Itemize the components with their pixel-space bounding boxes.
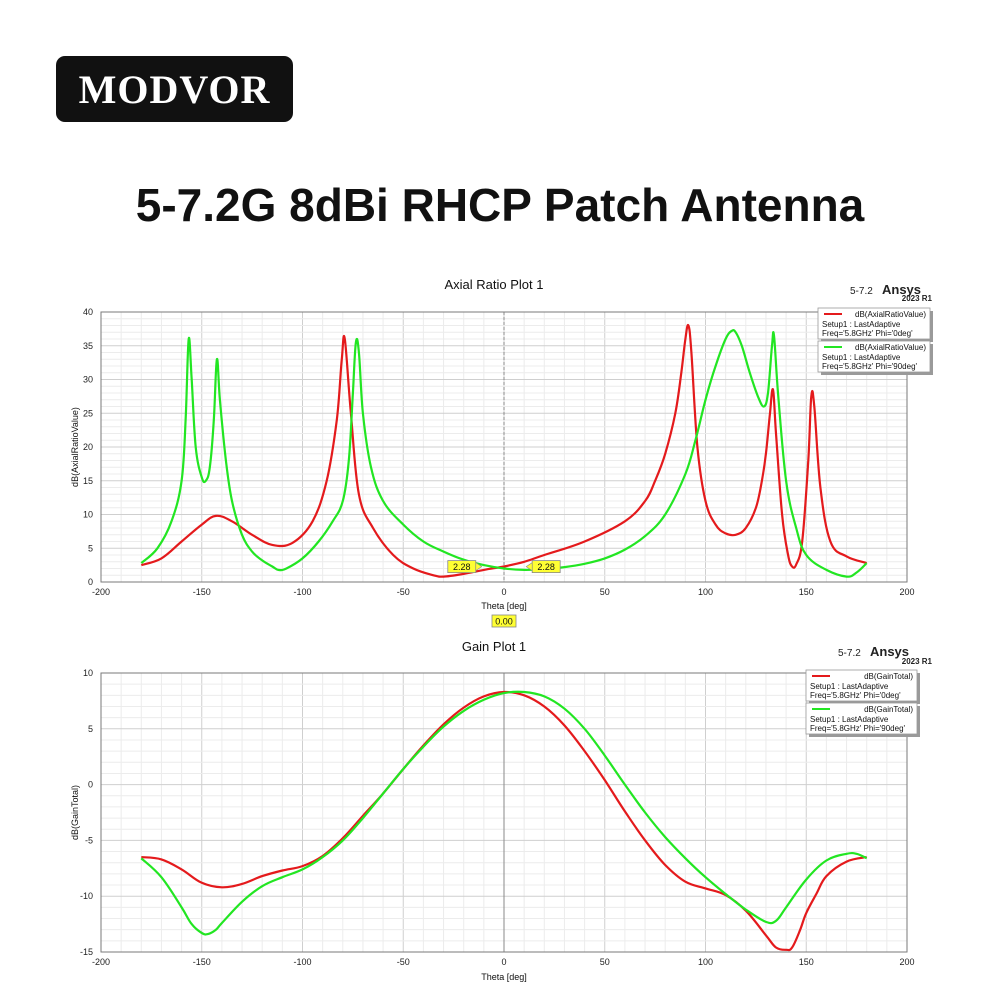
x-tick-label: -200 [92,587,110,597]
legend-series-name: dB(GainTotal) [864,672,913,681]
x-tick-label: 200 [899,587,914,597]
legend-series-name: dB(AxialRatioValue) [855,343,926,352]
page-title: 5-7.2G 8dBi RHCP Patch Antenna [135,179,865,231]
x-tick-label: -150 [193,957,211,967]
cursor-box [491,614,517,628]
y-axis-label: dB(GainTotal) [70,785,80,840]
x-tick-label: 0 [501,587,506,597]
brand-logo-text: MODVOR [78,66,271,112]
y-tick-label: 5 [88,724,93,734]
version-label: 5-7.2 [838,648,861,659]
x-axis-label: Theta [deg] [481,972,527,982]
y-tick-label: 20 [83,442,93,452]
y-tick-label: 35 [83,341,93,351]
legend-setup: Setup1 : LastAdaptive [822,353,901,362]
marker-pointer [525,562,533,572]
legend-setup: Setup1 : LastAdaptive [822,320,901,329]
marker-label: 2.28 [537,562,555,572]
legend-freq: Freq='5.8GHz' Phi='90deg' [810,724,906,733]
legend: dB(GainTotal)Setup1 : LastAdaptiveFreq='… [805,669,920,737]
y-tick-label: 0 [88,577,93,587]
legend-setup: Setup1 : LastAdaptive [810,715,889,724]
series-line-phi0 [140,323,868,578]
chart-title: Gain Plot 1 [462,639,526,654]
legend-freq: Freq='5.8GHz' Phi='90deg' [822,362,918,371]
cursor-label: 0.00 [495,617,513,627]
x-axis-label: Theta [deg] [481,601,527,611]
x-tick-label: -50 [397,587,410,597]
ansys-label: Ansys [870,644,909,659]
y-tick-label: 10 [83,668,93,678]
y-tick-label: 10 [83,510,93,520]
y-tick-label: 15 [83,476,93,486]
chart-title: Axial Ratio Plot 1 [445,277,544,292]
x-tick-label: 150 [799,587,814,597]
ansys-year: 2023 R1 [902,294,933,303]
x-tick-label: 50 [600,957,610,967]
x-tick-label: -100 [293,957,311,967]
y-axis-label: dB(AxialRatioValue) [70,407,80,487]
y-tick-label: 40 [83,307,93,317]
y-tick-label: 30 [83,375,93,385]
plot-frame [100,672,908,953]
legend: dB(AxialRatioValue)Setup1 : LastAdaptive… [817,307,933,375]
legend-series-name: dB(GainTotal) [864,705,913,714]
brand-logo: MODVOR [56,56,293,122]
x-tick-label: -100 [293,587,311,597]
legend-series-name: dB(AxialRatioValue) [855,310,926,319]
x-tick-label: 50 [600,587,610,597]
plot-frame [100,311,908,583]
legend-freq: Freq='5.8GHz' Phi='0deg' [822,329,913,338]
y-tick-label: 5 [88,543,93,553]
ansys-year: 2023 R1 [902,657,933,666]
x-tick-label: 150 [799,957,814,967]
ansys-label: Ansys [882,282,921,297]
series-line-phi90 [140,690,868,936]
x-tick-label: -200 [92,957,110,967]
series-line-phi90 [140,329,868,578]
y-tick-label: -10 [80,891,93,901]
version-label: 5-7.2 [850,286,873,297]
x-tick-label: -150 [193,587,211,597]
x-tick-label: 100 [698,587,713,597]
marker-pointer [475,562,483,572]
legend-freq: Freq='5.8GHz' Phi='0deg' [810,691,901,700]
y-tick-label: -15 [80,947,93,957]
legend-setup: Setup1 : LastAdaptive [810,682,889,691]
x-tick-label: 0 [501,957,506,967]
x-tick-label: 100 [698,957,713,967]
series-line-phi0 [141,690,867,952]
y-tick-label: 0 [88,780,93,790]
x-tick-label: 200 [899,957,914,967]
x-tick-label: -50 [397,957,410,967]
marker-label: 2.28 [453,562,471,572]
y-tick-label: -5 [85,835,93,845]
y-tick-label: 25 [83,408,93,418]
